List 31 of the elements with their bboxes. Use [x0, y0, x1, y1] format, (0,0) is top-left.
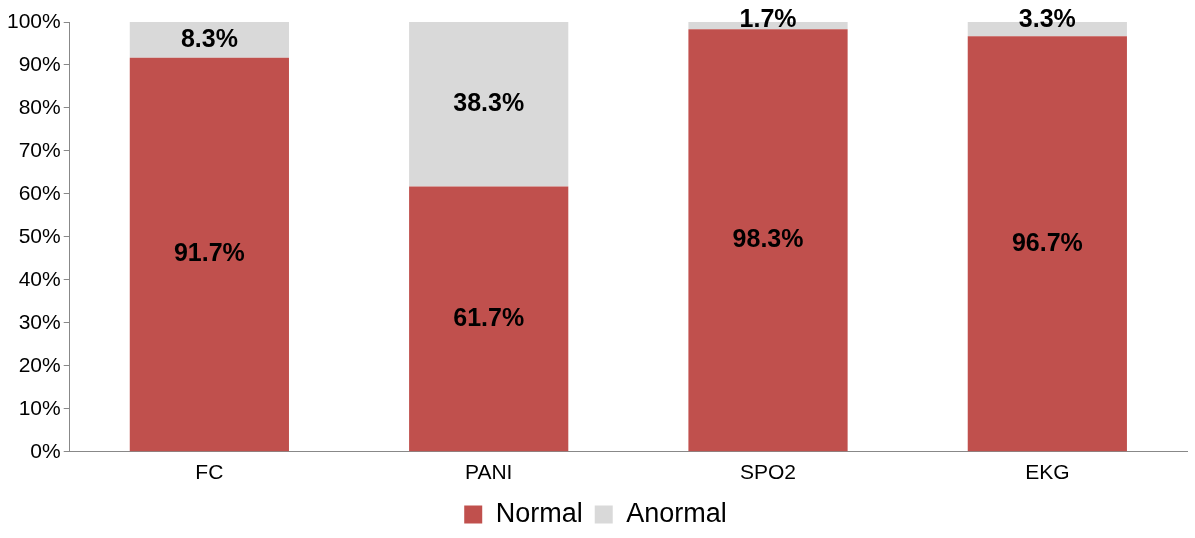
data-label: 61.7%: [453, 302, 525, 331]
y-tick-label: 70%: [18, 137, 61, 161]
data-label: 3.3%: [1018, 3, 1076, 32]
data-label: 98.3%: [732, 224, 804, 253]
bar: [409, 22, 569, 187]
y-tick-label: 0%: [30, 438, 61, 462]
y-tick-label: 50%: [18, 223, 61, 247]
data-label: 1.7%: [739, 3, 797, 32]
x-tick-label: PANI: [464, 460, 513, 484]
bar: [129, 22, 289, 58]
legend-label: Anormal: [626, 497, 727, 528]
data-label: 91.7%: [173, 238, 245, 267]
bar: [688, 29, 848, 452]
y-tick-label: 20%: [18, 352, 61, 376]
bar: [409, 186, 569, 452]
x-tick-label: FC: [195, 460, 224, 484]
bar: [967, 36, 1127, 452]
data-label: 8.3%: [180, 23, 238, 52]
legend-label: Normal: [495, 497, 583, 528]
y-tick-label: 60%: [18, 180, 61, 204]
y-tick-label: 10%: [18, 395, 61, 419]
y-tick-label: 80%: [18, 94, 61, 118]
x-tick-label: EKG: [1025, 460, 1070, 484]
y-tick-label: 100%: [6, 8, 61, 32]
bar: [129, 57, 289, 452]
y-tick-label: 90%: [18, 51, 61, 75]
data-label: 38.3%: [453, 88, 525, 117]
data-label: 96.7%: [1011, 227, 1083, 256]
x-tick-label: SPO2: [740, 460, 797, 484]
y-tick-label: 30%: [18, 309, 61, 333]
y-tick-label: 40%: [18, 266, 61, 290]
